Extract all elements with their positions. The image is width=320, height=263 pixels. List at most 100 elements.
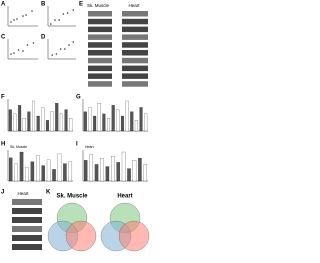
point <box>58 19 60 21</box>
axes <box>47 39 76 60</box>
figure: A B C D E Sk. Muscle Heart F G H Sk. Muscle I Heart J… <box>1 2 150 252</box>
bar <box>83 160 88 182</box>
axes <box>82 99 148 132</box>
point <box>54 19 56 21</box>
bar <box>59 113 63 132</box>
axes <box>47 6 76 27</box>
blot-band <box>88 18 112 25</box>
bar <box>116 109 120 132</box>
bar <box>93 115 97 132</box>
blot-band <box>122 73 148 79</box>
bar <box>107 118 111 132</box>
blot-band <box>122 42 148 48</box>
blot-band <box>122 57 148 64</box>
bar <box>19 151 24 182</box>
venn-circle <box>118 220 150 252</box>
blot-band <box>122 34 148 40</box>
point <box>32 42 35 44</box>
bar <box>130 111 134 132</box>
blot-header: Heart <box>128 3 140 8</box>
bar <box>8 157 13 182</box>
blot-band <box>88 57 112 64</box>
blot-band <box>88 73 112 79</box>
axes <box>7 6 38 27</box>
blot-band <box>88 42 112 48</box>
panel-title: Heart <box>85 145 94 149</box>
bar <box>45 120 49 132</box>
bar <box>138 158 142 182</box>
blot-band <box>88 34 112 40</box>
bar <box>111 105 115 132</box>
panel-letter: J <box>1 190 4 196</box>
bar <box>50 111 54 132</box>
bar <box>100 158 104 182</box>
point <box>17 49 20 51</box>
panel-letter: G <box>76 95 81 101</box>
venn-title: Sk. Muscle <box>56 194 88 200</box>
bar <box>68 161 73 182</box>
blot-header: Sk. Muscle <box>87 3 110 8</box>
point <box>13 19 15 21</box>
bar <box>36 115 40 132</box>
panel-letter: H <box>1 142 5 148</box>
bar <box>116 162 120 182</box>
blot-band <box>122 11 148 17</box>
bar <box>27 111 31 132</box>
blot-band <box>88 65 112 72</box>
bar <box>13 113 17 132</box>
bar <box>89 153 93 182</box>
bar <box>57 153 62 182</box>
blot-band <box>12 208 42 214</box>
bar <box>125 100 129 132</box>
panel-letter: I <box>76 142 78 148</box>
bar <box>121 151 126 182</box>
point <box>13 52 15 54</box>
bar <box>55 103 59 132</box>
bar <box>14 163 18 182</box>
point <box>51 54 53 56</box>
point <box>16 18 18 20</box>
blot-band <box>12 217 42 223</box>
point <box>22 50 24 52</box>
blot-band <box>122 26 148 33</box>
point <box>26 44 29 46</box>
panel-letter: A <box>1 2 6 8</box>
bar <box>52 169 56 182</box>
axes <box>7 150 73 182</box>
bar <box>88 107 92 132</box>
axes <box>7 99 73 132</box>
blot-band <box>122 18 148 25</box>
bar <box>143 164 148 182</box>
point <box>68 44 70 46</box>
panel-letter: C <box>1 35 6 41</box>
point <box>66 12 69 14</box>
blot-band <box>122 50 148 56</box>
bar <box>22 118 26 132</box>
bar <box>94 164 99 182</box>
panel-letter: F <box>1 95 5 101</box>
bar <box>41 107 45 132</box>
bar <box>32 100 36 132</box>
bar <box>30 161 35 182</box>
blot-header: Heart <box>17 191 29 196</box>
blot-band <box>12 226 42 232</box>
panel-title: Sk. Muscle <box>10 145 27 149</box>
bar <box>69 118 73 132</box>
point <box>64 48 66 50</box>
bar <box>102 113 106 132</box>
blot-band <box>122 65 148 72</box>
blot-band <box>12 235 42 241</box>
blot-band <box>12 199 42 205</box>
bar <box>111 156 115 182</box>
venn-circle <box>65 220 97 252</box>
bar <box>144 113 148 132</box>
point <box>72 41 74 43</box>
blot-band <box>88 81 112 87</box>
blot-band <box>88 11 112 17</box>
bar <box>120 115 124 132</box>
panel-letter: D <box>41 35 46 41</box>
bar <box>97 103 101 132</box>
bar <box>63 163 67 182</box>
bar <box>127 168 131 182</box>
bar <box>105 166 110 182</box>
